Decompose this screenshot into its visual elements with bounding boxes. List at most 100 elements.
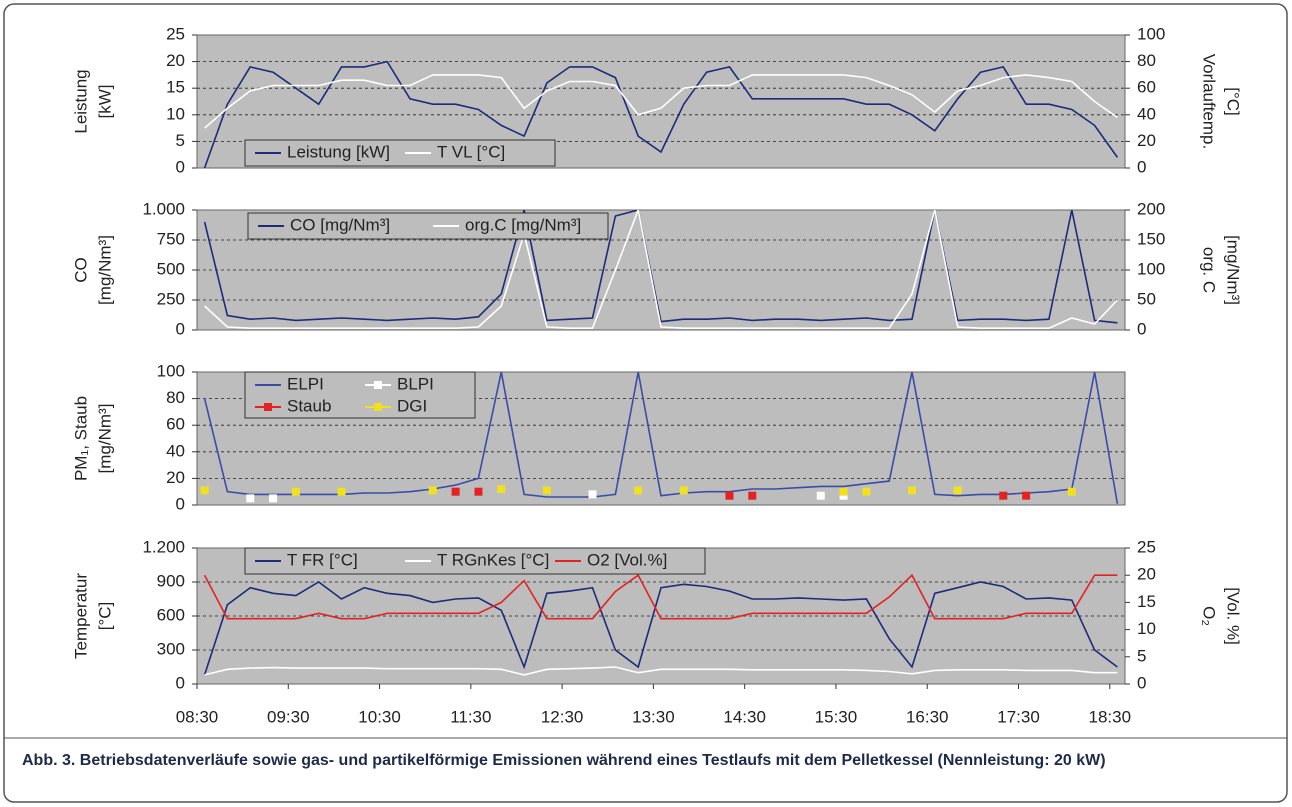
y2-tick-label: 15	[1137, 592, 1156, 611]
y-tick-label: 250	[157, 289, 185, 308]
y-tick-label: 20	[166, 468, 185, 487]
y2-tick-label: 10	[1137, 619, 1156, 638]
marker	[451, 487, 460, 496]
marker	[200, 486, 209, 495]
legend: Leistung [kW] T VL [°C]	[244, 139, 556, 167]
series-line	[203, 60, 1119, 168]
marker	[246, 494, 255, 503]
marker	[634, 486, 643, 495]
y2-tick-label: 5	[1137, 646, 1146, 665]
marker	[588, 490, 597, 499]
y-axis-label: [mg/Nm³]	[95, 235, 114, 305]
y-axis-label: [kW]	[95, 85, 114, 119]
y2-tick-label: 20	[1137, 131, 1156, 150]
y-tick-label: 5	[176, 131, 185, 150]
legend-box	[244, 371, 476, 419]
marker	[953, 486, 962, 495]
x-tick-label: 18:30	[1089, 707, 1132, 726]
y2-axis-label: [mg/Nm³]	[1224, 235, 1243, 305]
marker	[337, 487, 346, 496]
x-tick-label: 08:30	[176, 707, 219, 726]
y-tick-label: 0	[176, 673, 185, 692]
series-line	[203, 581, 1118, 676]
y-tick-label: 0	[176, 494, 185, 513]
y2-axis-label: [Vol. %]	[1224, 587, 1243, 645]
y2-tick-label: 200	[1137, 199, 1165, 218]
marker	[679, 486, 688, 495]
y2-tick-label: 0	[1137, 319, 1146, 338]
legend-label: T VL [°C]	[437, 142, 505, 161]
marker	[862, 487, 871, 496]
y2-tick-label: 20	[1137, 565, 1156, 584]
y-tick-label: 0	[176, 319, 185, 338]
y2-tick-label: 0	[1137, 157, 1146, 176]
x-tick-label: 15:30	[815, 707, 858, 726]
y-axis-label: [mg/Nm³]	[95, 404, 114, 474]
legend: T FR [°C] T RGnKes [°C] O2 [Vol.%]	[244, 547, 706, 575]
y-axis-label: CO	[71, 257, 90, 283]
x-tick-label: 12:30	[541, 707, 584, 726]
y-axis-label: [°C]	[95, 602, 114, 631]
x-tick-label: 14:30	[723, 707, 766, 726]
y-axis-label: Temperatur	[71, 573, 90, 659]
x-tick-label: 16:30	[906, 707, 949, 726]
y2-axis-label: [°C]	[1224, 87, 1243, 116]
legend-label: T FR [°C]	[287, 550, 358, 569]
legend-marker	[374, 381, 382, 389]
marker	[474, 487, 483, 496]
series-line	[203, 372, 1119, 504]
y2-tick-label: 100	[1137, 24, 1165, 43]
legend-label: O2 [Vol.%]	[587, 550, 667, 569]
y-tick-label: 750	[157, 229, 185, 248]
y-axis-label: PM₁, Staub	[71, 396, 90, 481]
y-tick-label: 600	[157, 605, 185, 624]
marker	[908, 486, 917, 495]
legend: ELPI BLPI Staub DGI	[244, 371, 476, 419]
x-tick-label: 09:30	[267, 707, 310, 726]
series-line	[203, 573, 1118, 620]
y2-tick-label: 80	[1137, 51, 1156, 70]
y-tick-label: 1.000	[142, 199, 185, 218]
y-tick-label: 15	[166, 78, 185, 97]
y2-axis-label: org. C	[1200, 247, 1219, 293]
caption: Abb. 3. Betriebsdatenverläufe sowie gas-…	[22, 752, 1106, 769]
legend-marker	[374, 403, 382, 411]
y2-tick-label: 40	[1137, 104, 1156, 123]
y-tick-label: 500	[157, 259, 185, 278]
marker	[1022, 491, 1031, 500]
x-tick-label: 10:30	[358, 707, 401, 726]
y2-tick-label: 25	[1137, 537, 1156, 556]
y-tick-label: 40	[166, 441, 185, 460]
legend: CO [mg/Nm³] org.C [mg/Nm³]	[247, 212, 609, 240]
y2-axis-label: O₂	[1200, 606, 1219, 626]
marker	[269, 494, 278, 503]
y-tick-label: 20	[166, 51, 185, 70]
legend-label: BLPI	[397, 374, 434, 393]
legend-label: T RGnKes [°C]	[437, 550, 549, 569]
legend-label: Staub	[287, 396, 331, 415]
marker	[1067, 487, 1076, 496]
x-tick-label: 13:30	[632, 707, 675, 726]
y-tick-label: 10	[166, 104, 185, 123]
legend-box	[247, 212, 609, 240]
marker	[839, 487, 848, 496]
frame	[3, 3, 1288, 803]
marker	[497, 485, 506, 494]
marker	[748, 491, 757, 500]
legend-marker	[264, 403, 272, 411]
y2-tick-label: 100	[1137, 259, 1165, 278]
y-tick-label: 80	[166, 388, 185, 407]
x-tick-label: 11:30	[450, 707, 491, 726]
y-tick-label: 25	[166, 24, 185, 43]
y-tick-label: 0	[176, 157, 185, 176]
marker	[428, 486, 437, 495]
y-tick-label: 300	[157, 639, 185, 658]
y-tick-label: 900	[157, 571, 185, 590]
marker	[999, 491, 1008, 500]
y-tick-label: 60	[166, 415, 185, 434]
series-line	[203, 210, 1118, 324]
marker	[542, 486, 551, 495]
legend-box	[244, 139, 556, 167]
y-tick-label: 1.200	[142, 537, 185, 556]
